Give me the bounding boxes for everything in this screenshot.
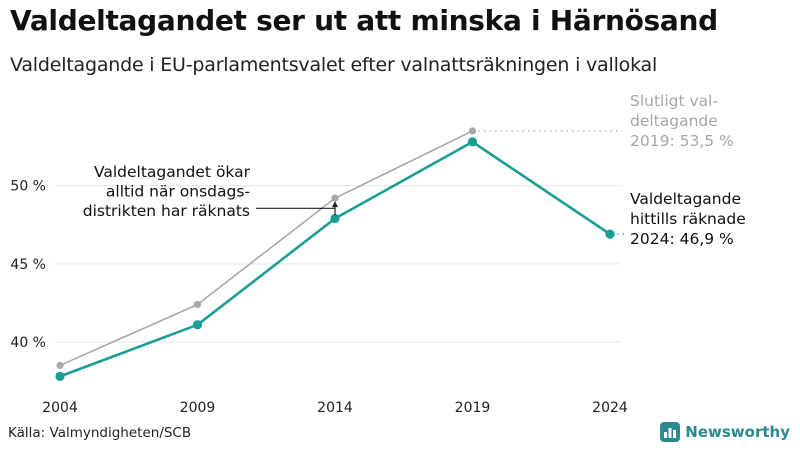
data-point-current xyxy=(55,371,65,381)
bar-chart-icon xyxy=(660,422,681,442)
annotation-final-line: 2019: 53,5 % xyxy=(630,132,734,150)
data-point-current xyxy=(467,137,478,147)
y-tick-label: 45 % xyxy=(10,257,46,273)
chart-subtitle: Valdeltagande i EU-parlamentsvalet efter… xyxy=(10,54,658,76)
y-tick-label: 40 % xyxy=(10,335,46,351)
y-tick-label: 50 % xyxy=(10,179,46,195)
data-point-final xyxy=(56,361,64,370)
annotation-note-line: alltid när onsdags- xyxy=(106,183,250,201)
source-note: Källa: Valmyndigheten/SCB xyxy=(8,425,192,441)
x-tick-label: 2024 xyxy=(592,400,628,416)
annotation-note-line: distrikten har räknats xyxy=(83,202,250,220)
annotation-final-line: Slutligt val- xyxy=(630,92,718,110)
data-point-final xyxy=(331,194,339,202)
brand-name: Newsworthy xyxy=(685,423,790,441)
x-tick-label: 2004 xyxy=(42,400,78,416)
x-tick-label: 2009 xyxy=(180,400,216,416)
x-tick-label: 2014 xyxy=(317,400,353,416)
data-point-current xyxy=(605,229,615,239)
annotation-note-line: Valdeltagandet ökar xyxy=(94,163,251,181)
annotation-current-line: 2024: 46,9 % xyxy=(630,230,734,248)
annotation-final-line: deltagande xyxy=(630,112,718,130)
x-tick-label: 2019 xyxy=(455,400,491,416)
data-point-final xyxy=(468,127,477,135)
chart-title: Valdeltagandet ser ut att minska i Härnö… xyxy=(10,4,718,37)
annotation-arrowhead xyxy=(332,201,338,208)
data-point-current xyxy=(192,320,203,330)
annotation-current-line: Valdeltagande xyxy=(630,190,741,208)
data-point-final xyxy=(193,300,202,309)
annotation-current-line: hittills räknade xyxy=(630,210,746,228)
data-point-current xyxy=(330,213,340,224)
brand-logo: Newsworthy xyxy=(660,422,790,442)
series-line-final xyxy=(59,130,474,367)
